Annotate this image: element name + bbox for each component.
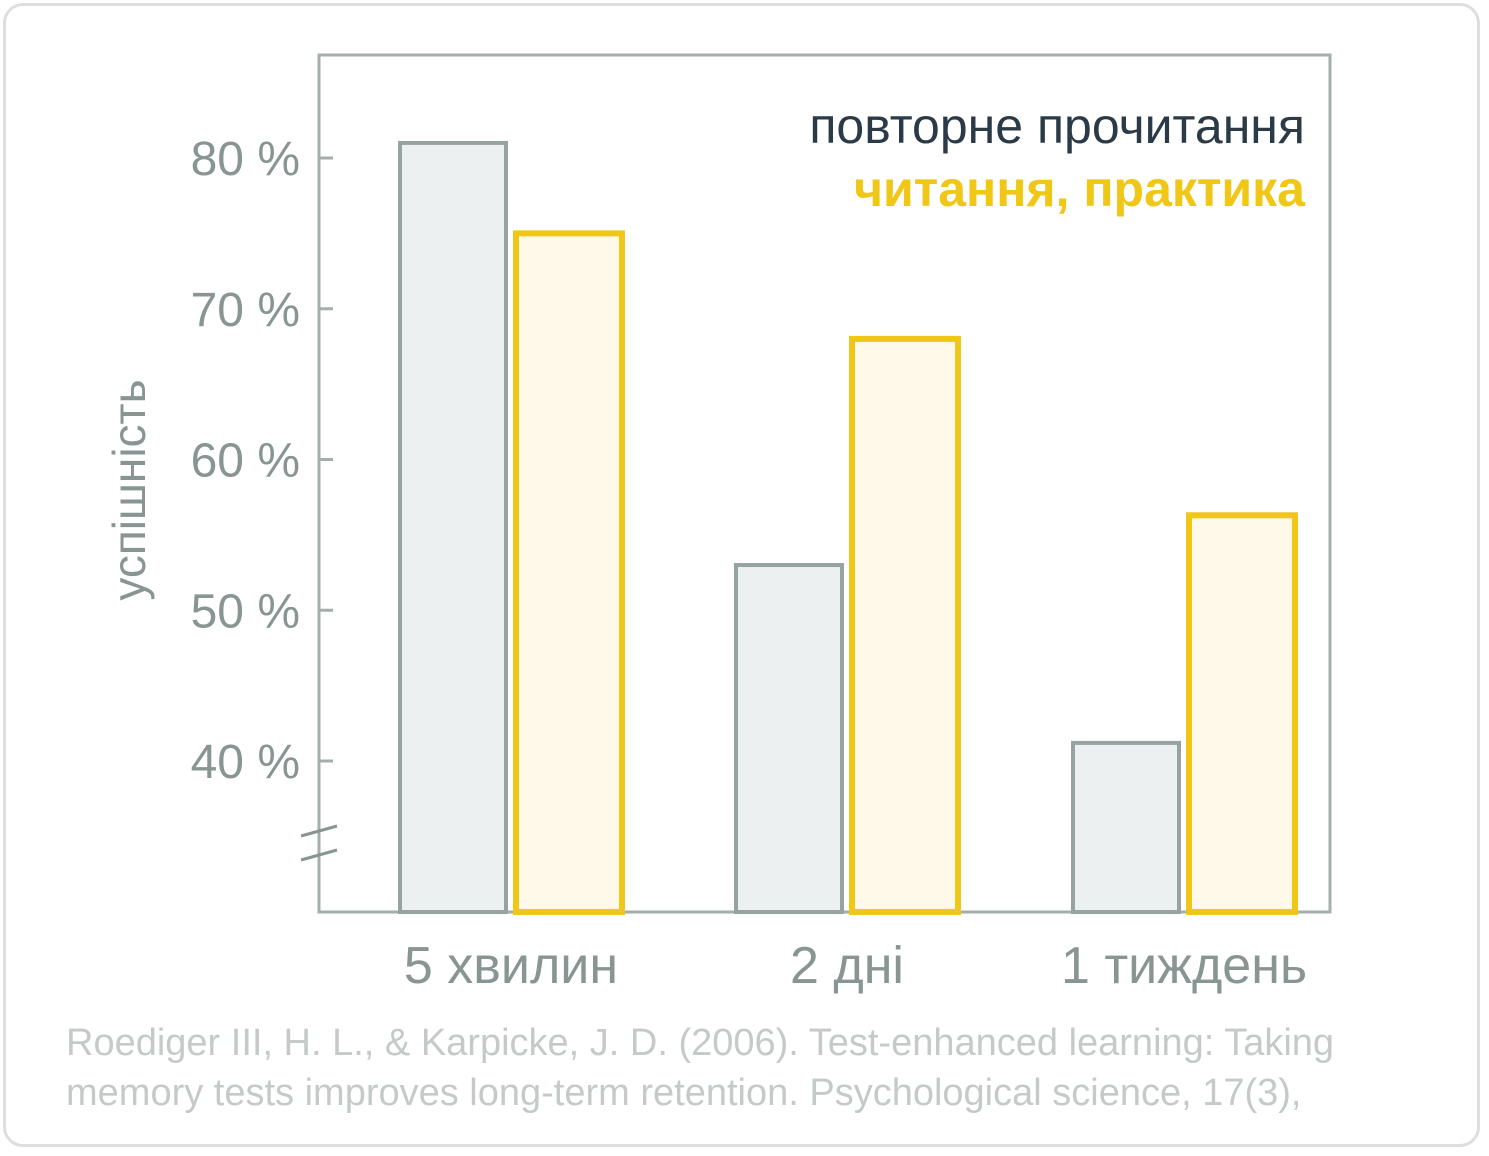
bar-practice-2 xyxy=(1186,512,1298,916)
x-tick-label: 2 дні xyxy=(790,937,904,995)
x-tick-label: 1 тиждень xyxy=(1061,937,1307,995)
bar-practice-1 xyxy=(849,335,961,915)
y-axis-label: успішність xyxy=(103,379,155,600)
bar-practice-0 xyxy=(513,230,625,915)
y-tick-label: 70 % xyxy=(191,284,300,337)
bar-reread-0 xyxy=(398,140,508,915)
x-tick-label: 5 хвилин xyxy=(404,937,618,995)
bar-reread-2 xyxy=(1071,740,1181,914)
axis-break-marks xyxy=(300,824,338,862)
legend: повторне прочитання читання, практика xyxy=(809,98,1306,217)
y-tick-label: 80 % xyxy=(191,133,300,186)
bar-reread-1 xyxy=(734,563,844,915)
y-tick-label: 50 % xyxy=(191,585,300,638)
legend-entry-1: читання, практика xyxy=(854,161,1306,217)
y-tick-label: 60 % xyxy=(191,435,300,488)
citation-line-1: Roediger III, H. L., & Karpicke, J. D. (… xyxy=(66,1022,1335,1064)
y-tick-label: 40 % xyxy=(191,736,300,789)
legend-entry-0: повторне прочитання xyxy=(809,98,1305,154)
citation-line-2: memory tests improves long-term retentio… xyxy=(66,1072,1302,1114)
citation: Roediger III, H. L., & Karpicke, J. D. (… xyxy=(66,1018,1446,1118)
